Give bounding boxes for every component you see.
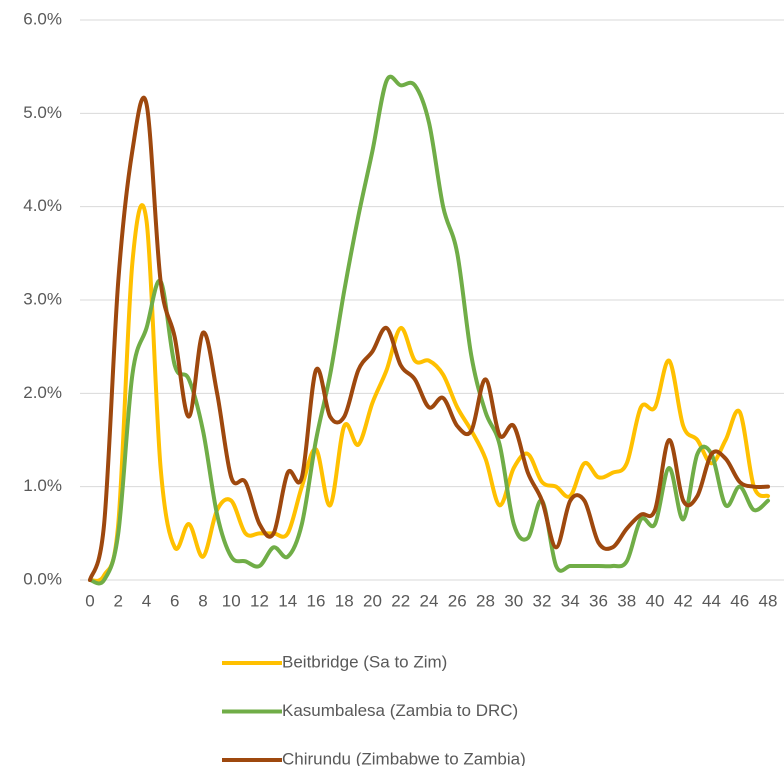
legend-label: Chirundu (Zimbabwe to Zambia) — [282, 749, 526, 766]
legend-label: Beitbridge (Sa to Zim) — [282, 652, 447, 671]
x-tick-label: 10 — [222, 591, 241, 610]
y-tick-label: 0.0% — [23, 569, 62, 588]
x-tick-label: 12 — [250, 591, 269, 610]
x-tick-label: 44 — [702, 591, 721, 610]
x-tick-label: 32 — [533, 591, 552, 610]
x-tick-label: 0 — [85, 591, 94, 610]
y-tick-label: 3.0% — [23, 289, 62, 308]
x-tick-label: 30 — [504, 591, 523, 610]
series-line — [88, 95, 770, 582]
x-tick-label: 2 — [114, 591, 123, 610]
x-tick-label: 26 — [448, 591, 467, 610]
x-tick-label: 36 — [589, 591, 608, 610]
x-tick-label: 4 — [142, 591, 151, 610]
x-tick-label: 6 — [170, 591, 179, 610]
series-line — [88, 203, 770, 583]
x-tick-label: 46 — [730, 591, 749, 610]
y-tick-label: 2.0% — [23, 383, 62, 402]
series-line — [88, 74, 770, 586]
x-tick-label: 14 — [278, 591, 297, 610]
x-tick-label: 40 — [646, 591, 665, 610]
x-tick-label: 28 — [476, 591, 495, 610]
y-tick-label: 4.0% — [23, 196, 62, 215]
x-tick-label: 38 — [617, 591, 636, 610]
x-tick-label: 24 — [420, 591, 439, 610]
legend-label: Kasumbalesa (Zambia to DRC) — [282, 701, 518, 720]
y-tick-label: 5.0% — [23, 103, 62, 122]
x-tick-label: 22 — [391, 591, 410, 610]
x-tick-label: 20 — [363, 591, 382, 610]
x-tick-label: 34 — [561, 591, 580, 610]
y-tick-label: 6.0% — [23, 9, 62, 28]
x-tick-label: 48 — [759, 591, 778, 610]
x-tick-label: 8 — [198, 591, 207, 610]
x-tick-label: 42 — [674, 591, 693, 610]
y-tick-label: 1.0% — [23, 476, 62, 495]
x-tick-label: 16 — [307, 591, 326, 610]
x-tick-label: 18 — [335, 591, 354, 610]
